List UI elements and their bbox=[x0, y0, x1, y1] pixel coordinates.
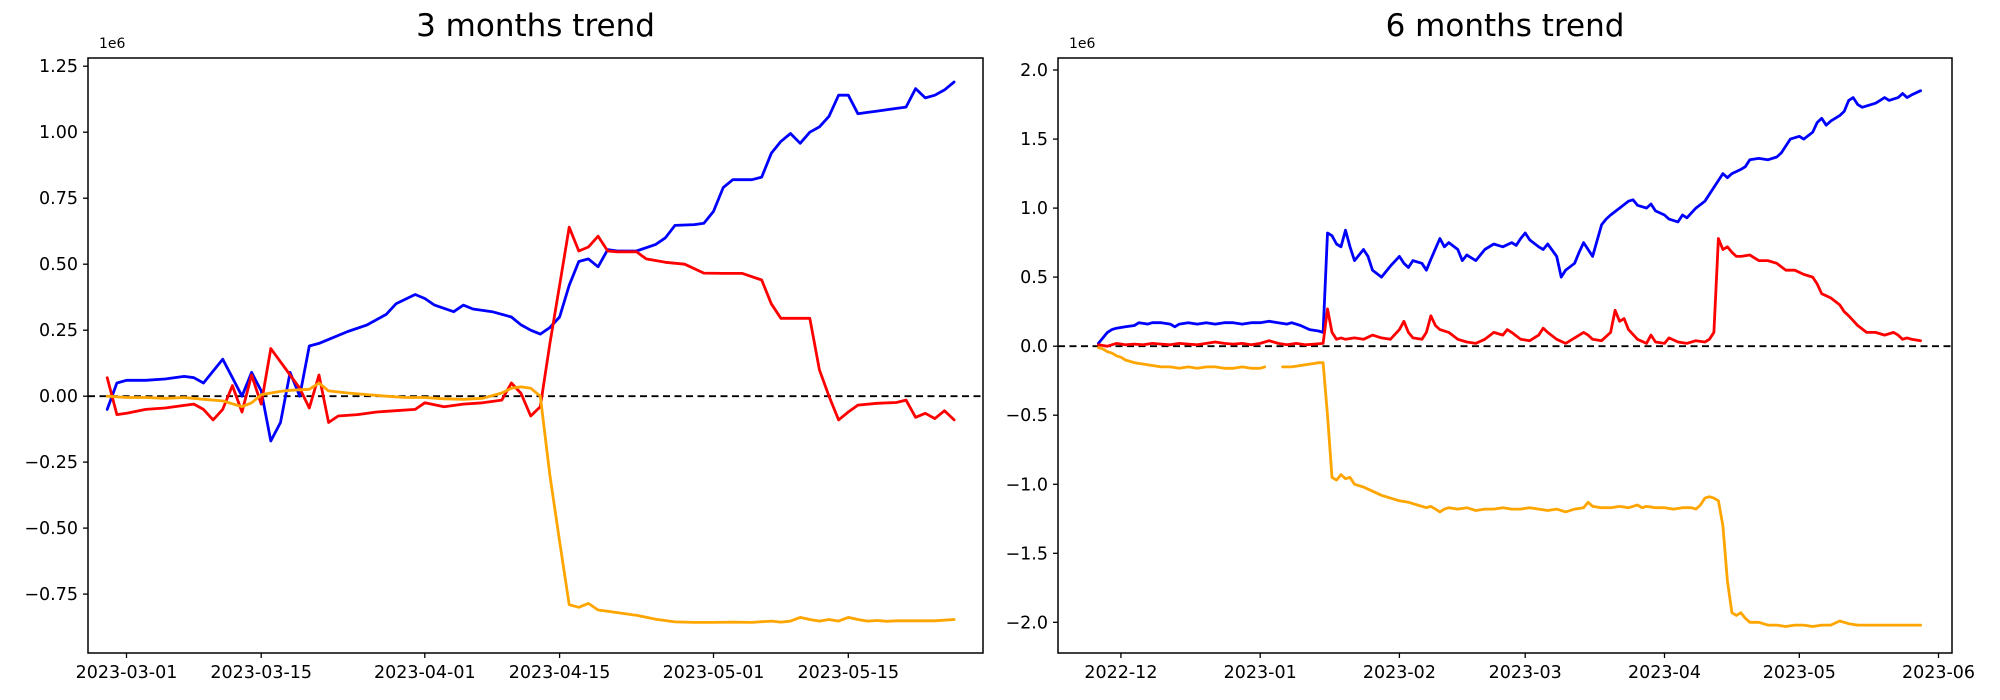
y-axis-offset-label-left: 1e6 bbox=[99, 36, 126, 52]
x-tick-label: 2023-04-01 bbox=[374, 663, 476, 683]
x-tick-label: 2023-04 bbox=[1628, 663, 1701, 683]
x-tick-label: 2023-05-01 bbox=[663, 663, 765, 683]
chart-title-left: 3 months trend bbox=[416, 8, 655, 44]
y-tick-label: −0.75 bbox=[24, 585, 78, 605]
y-tick-label: −0.5 bbox=[1006, 406, 1049, 426]
x-tick-label: 2023-05-15 bbox=[797, 663, 899, 683]
y-tick-label: 0.00 bbox=[39, 387, 78, 407]
x-tick-label: 2023-05 bbox=[1763, 663, 1836, 683]
series-line-orange bbox=[105, 381, 956, 624]
y-axis-offset-label-right: 1e6 bbox=[1069, 36, 1096, 52]
plot-border bbox=[1057, 57, 1953, 654]
series-line-red bbox=[105, 225, 956, 424]
series-line-red bbox=[1097, 237, 1922, 348]
y-tick-label: 1.5 bbox=[1020, 130, 1048, 150]
x-tick-label: 2023-06 bbox=[1902, 663, 1975, 683]
plot-border bbox=[87, 57, 984, 654]
y-tick-label: 0.75 bbox=[39, 189, 78, 209]
y-tick-label: 0.50 bbox=[39, 255, 78, 275]
y-tick-label: −1.0 bbox=[1006, 475, 1049, 495]
x-tick-label: 2023-03 bbox=[1489, 663, 1562, 683]
x-tick-label: 2023-02 bbox=[1363, 663, 1436, 683]
y-tick-label: −2.0 bbox=[1006, 613, 1049, 633]
chart-6-months-trend: 2.0 1.5 1.0 0.5 0.0 −0.5 −1.0 −1.5 −2.0 2022-12 20… bbox=[1006, 57, 1975, 683]
y-tick-label: −0.50 bbox=[24, 519, 78, 539]
y-tick-label: 2.0 bbox=[1020, 61, 1048, 81]
y-tick-label: 1.00 bbox=[39, 123, 78, 143]
chart-3-months-trend: 1.25 1.00 0.75 0.50 0.25 0.00 −0.25 −0.50 −0.75 2… bbox=[24, 57, 984, 683]
series-line-orange bbox=[1097, 346, 1922, 628]
x-tick-label: 2023-04-15 bbox=[509, 663, 611, 683]
series-line-blue bbox=[1097, 89, 1922, 345]
x-tick-label: 2022-12 bbox=[1084, 663, 1157, 683]
y-tick-label: −1.5 bbox=[1006, 544, 1049, 564]
y-tick-label: 1.25 bbox=[39, 57, 78, 77]
chart-title-right: 6 months trend bbox=[1385, 8, 1625, 44]
x-tick-label: 2023-01 bbox=[1224, 663, 1297, 683]
y-tick-label: 1.0 bbox=[1020, 199, 1048, 219]
y-tick-label: −0.25 bbox=[24, 453, 78, 473]
x-tick-label: 2023-03-15 bbox=[210, 663, 312, 683]
y-tick-label: 0.0 bbox=[1020, 337, 1048, 357]
y-tick-label: 0.25 bbox=[39, 321, 78, 341]
x-tick-label: 2023-03-01 bbox=[76, 663, 178, 683]
y-tick-label: 0.5 bbox=[1020, 268, 1048, 288]
